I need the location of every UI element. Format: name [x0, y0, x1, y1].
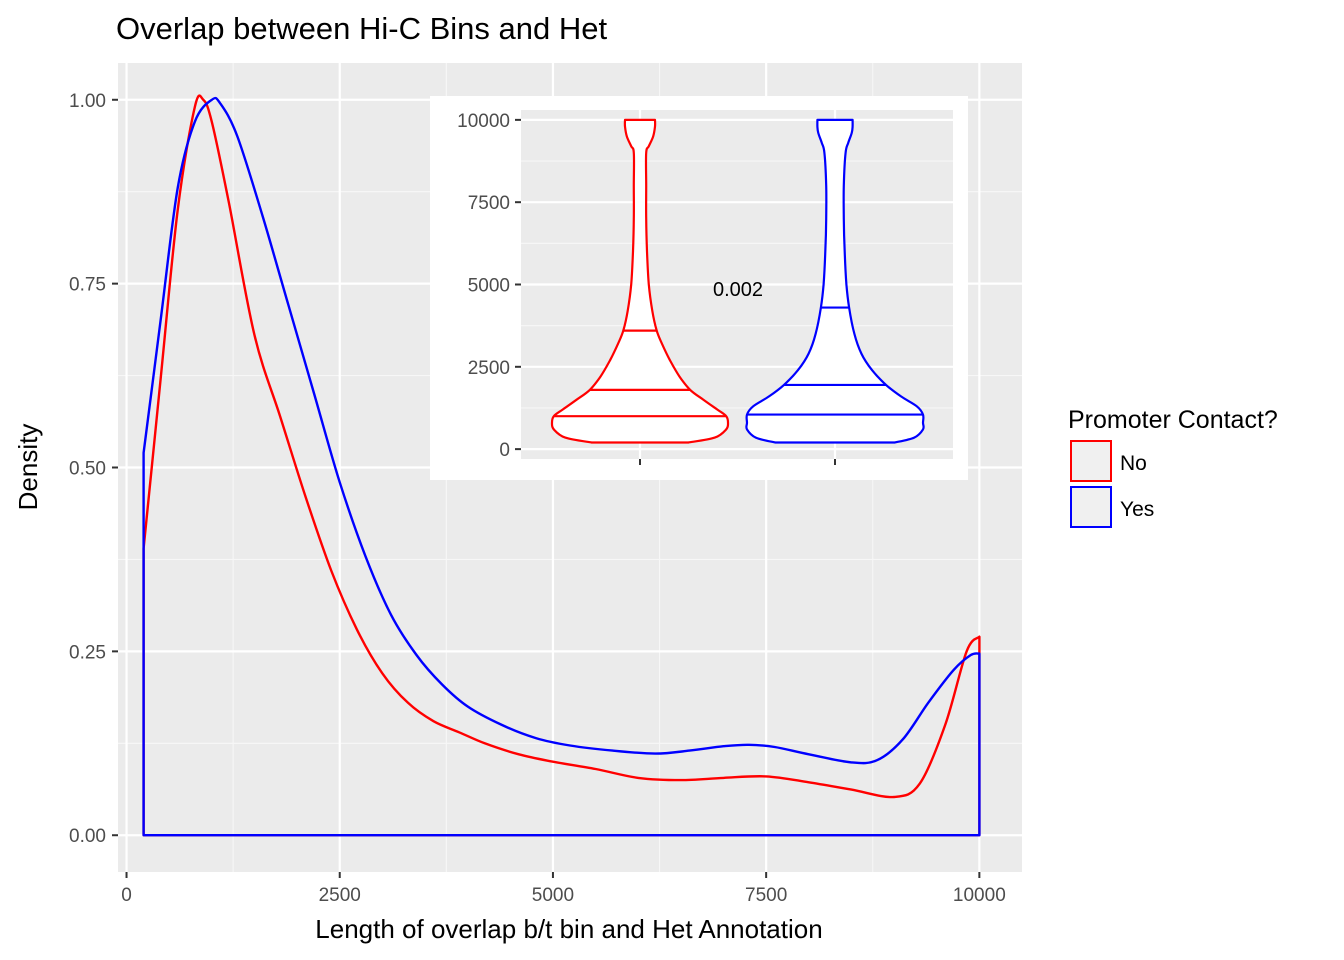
y-axis-title: Density: [13, 424, 43, 511]
inset-y-tick-label: 7500: [468, 193, 510, 214]
x-tick-label: 2500: [319, 885, 361, 906]
main-axes: 0 2500 5000 7500 10000 0.00 0.25 0.50 0.75 1.00: [69, 91, 1006, 906]
inset-y-tick-label: 2500: [468, 358, 510, 379]
inset-y-tick-label: 0: [499, 440, 510, 461]
y-tick-label: 0.75: [69, 275, 106, 296]
density-line-no: [142, 94, 981, 837]
x-tick-label: 10000: [953, 885, 1006, 906]
violin-yes: [745, 118, 925, 444]
y-tick-label: 1.00: [69, 91, 106, 112]
legend-key-no: [1070, 440, 1112, 482]
x-axis-title: Length of overlap b/t bin and Het Annota…: [315, 914, 822, 944]
y-tick-label: 0.50: [69, 459, 106, 480]
legend-item-yes: Yes: [1070, 486, 1154, 528]
inset-axes: 0 2500 5000 7500 10000: [457, 111, 836, 465]
main-series: [142, 94, 981, 837]
density-line-yes: [142, 96, 981, 837]
legend-item-no: No: [1070, 440, 1147, 482]
y-tick-label: 0.00: [69, 826, 106, 847]
chart-title: Overlap between Hi-C Bins and Het: [116, 11, 607, 46]
inset-violins: [550, 118, 925, 444]
legend-key-yes: [1070, 486, 1112, 528]
legend-label-no: No: [1120, 452, 1147, 475]
legend-label-yes: Yes: [1120, 498, 1154, 521]
x-tick-label: 7500: [745, 885, 787, 906]
inset-annotation: 0.002: [713, 279, 763, 301]
y-tick-label: 0.25: [69, 642, 106, 663]
inset-y-tick-label: 10000: [457, 111, 510, 132]
x-tick-label: 5000: [532, 885, 574, 906]
inset-y-tick-label: 5000: [468, 276, 510, 297]
legend-title: Promoter Contact?: [1068, 406, 1278, 434]
x-tick-label: 0: [121, 885, 132, 906]
violin-no: [550, 118, 730, 444]
